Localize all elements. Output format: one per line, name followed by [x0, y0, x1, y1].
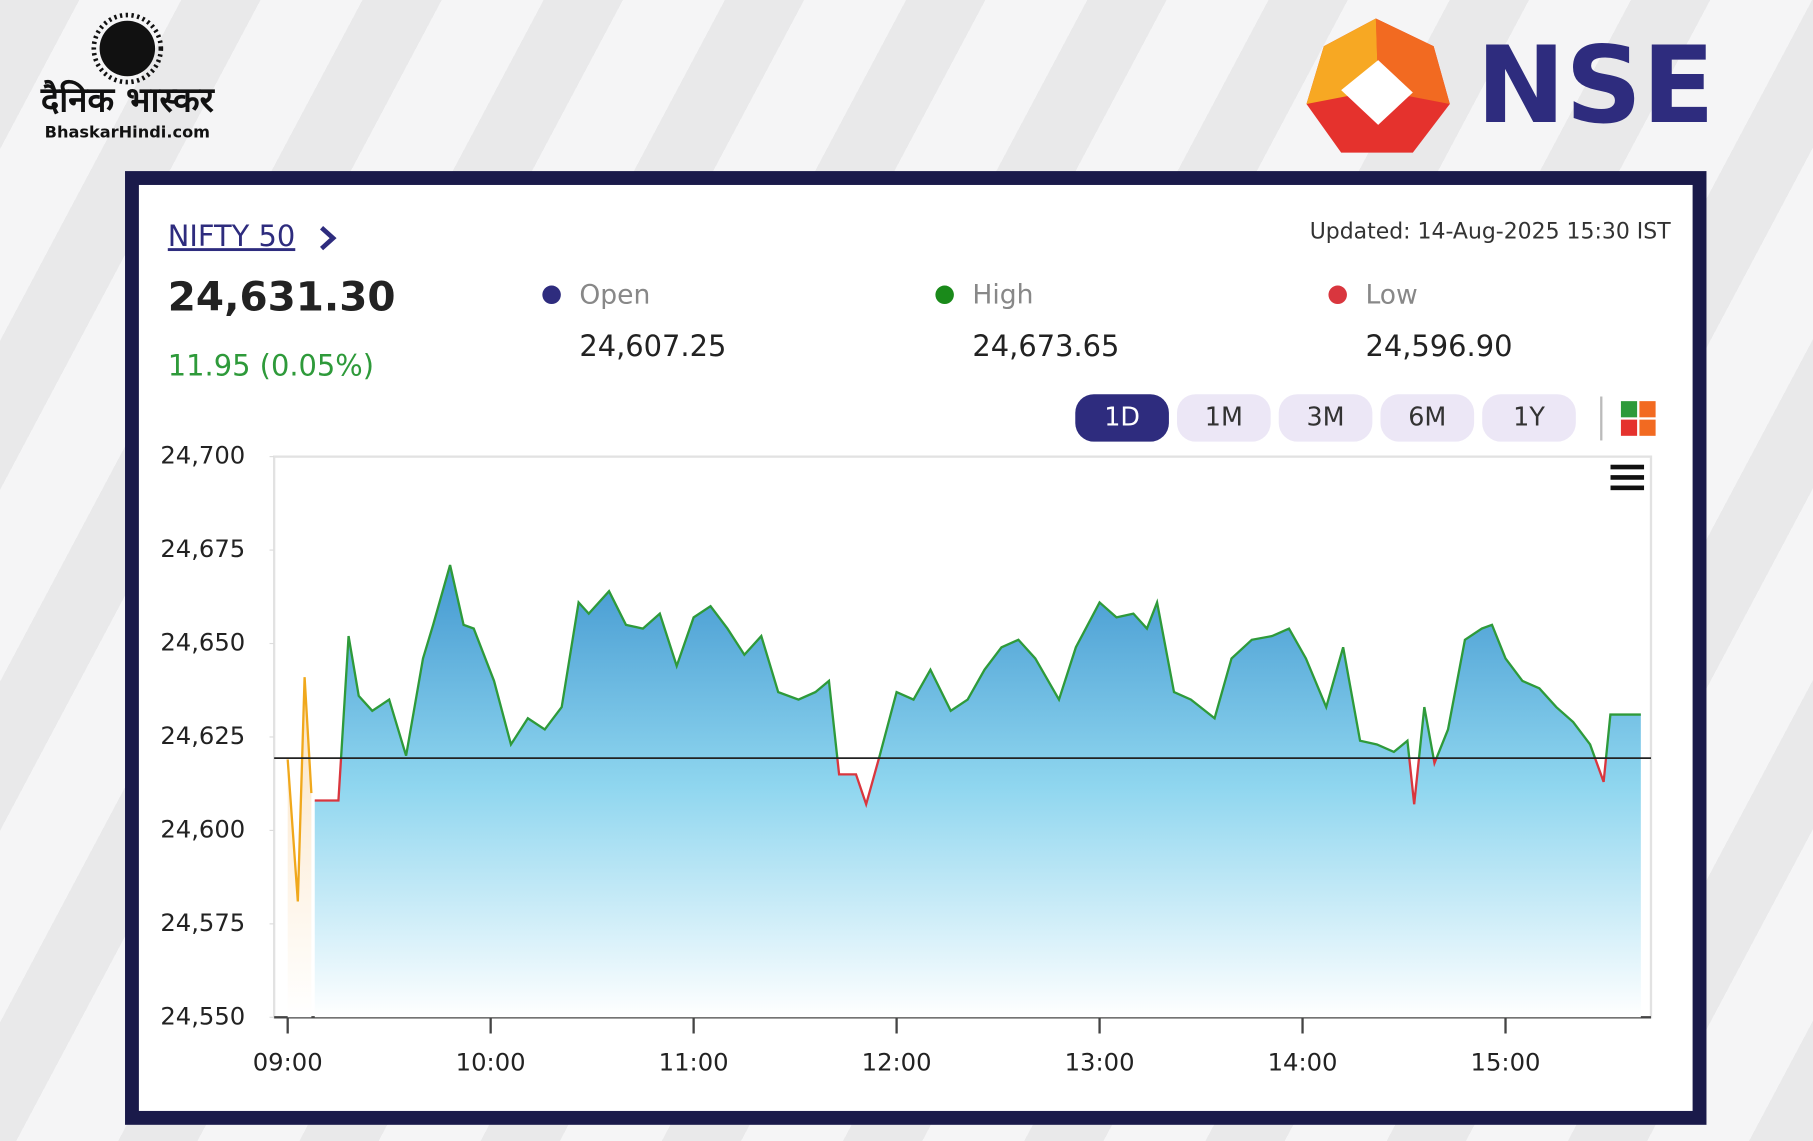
stat-label: Low	[1365, 279, 1417, 310]
stat-value: 24,596.90	[1365, 329, 1512, 363]
menu-icon[interactable]	[1610, 464, 1645, 491]
index-link[interactable]: NIFTY 50	[168, 219, 295, 253]
nse-logo: NSE	[1306, 18, 1715, 153]
menu-bar	[1610, 464, 1645, 470]
sun-icon	[99, 20, 156, 77]
y-tick-label: 24,575	[160, 908, 245, 937]
menu-bar	[1610, 485, 1645, 491]
y-tick-label: 24,600	[160, 814, 245, 843]
stats: Open 24,607.25 High 24,673.65 Low 24,596.90	[542, 279, 1512, 363]
area	[314, 565, 1641, 1018]
bhaskar-name: दैनिक भास्कर	[40, 80, 216, 121]
x-tick-label: 12:00	[862, 1048, 932, 1077]
last-price: 24,631.30	[168, 272, 396, 320]
stat-label: Open	[579, 279, 650, 310]
change: 11.95 (0.05%)	[168, 349, 374, 383]
stat-value: 24,607.25	[579, 329, 726, 363]
plot: 24,550 24,575 24,600 24,625 24,650 24,675 24,7…	[160, 441, 1651, 1077]
icon-cell	[1639, 401, 1656, 418]
x-tick-label: 11:00	[659, 1048, 729, 1077]
line	[286, 677, 313, 902]
range-label[interactable]: 3M	[1307, 401, 1345, 431]
range-button[interactable]	[1177, 394, 1271, 442]
y-tick-label: 24,675	[160, 534, 245, 563]
range-button[interactable]	[1482, 394, 1576, 442]
bhaskar-site: BhaskarHindi.com	[45, 122, 210, 141]
stat-value: 24,673.65	[972, 329, 1119, 363]
x-tick-label: 14:00	[1268, 1048, 1338, 1077]
y-tick-label: 24,550	[160, 1001, 245, 1030]
range-button[interactable]	[1380, 394, 1475, 442]
icon-cell	[1620, 401, 1638, 418]
range-button[interactable]	[1075, 394, 1169, 442]
x-tick-label: 13:00	[1065, 1048, 1135, 1077]
y-tick-label: 24,650	[160, 628, 245, 657]
icon-cell	[1620, 419, 1638, 436]
stat-dot	[935, 285, 954, 305]
chart-type-icon[interactable]	[1620, 401, 1656, 436]
range-label[interactable]: 1Y	[1513, 401, 1545, 431]
bhaskar-logo: दैनिक भास्कर BhaskarHindi.com	[40, 12, 216, 141]
updated: Updated: 14-Aug-2025 15:30 IST	[1310, 219, 1671, 244]
range-button[interactable]	[1278, 394, 1373, 442]
chevron[interactable]	[320, 226, 337, 251]
stat-dot	[1328, 285, 1347, 305]
y-tick-label: 24,700	[160, 441, 245, 470]
stat-dot	[542, 285, 561, 305]
x-tick-label: 15:00	[1471, 1048, 1541, 1077]
range-label[interactable]: 1D	[1104, 401, 1140, 431]
range-buttons: 1D 1M 3M 6M 1Y	[1075, 394, 1576, 442]
x-tick-label: 09:00	[253, 1048, 323, 1077]
nse-diamond	[1341, 60, 1413, 125]
y-tick-label: 24,625	[160, 721, 245, 750]
icon-cell	[1639, 419, 1656, 436]
stat-label: High	[972, 279, 1033, 310]
range-label[interactable]: 1M	[1205, 401, 1243, 431]
line	[339, 564, 1641, 759]
nse-text: NSE	[1476, 24, 1714, 148]
sun-rays	[91, 12, 164, 85]
range-label[interactable]: 6M	[1408, 401, 1446, 431]
menu-bar	[1610, 475, 1645, 480]
x-tick-label: 10:00	[456, 1048, 526, 1077]
